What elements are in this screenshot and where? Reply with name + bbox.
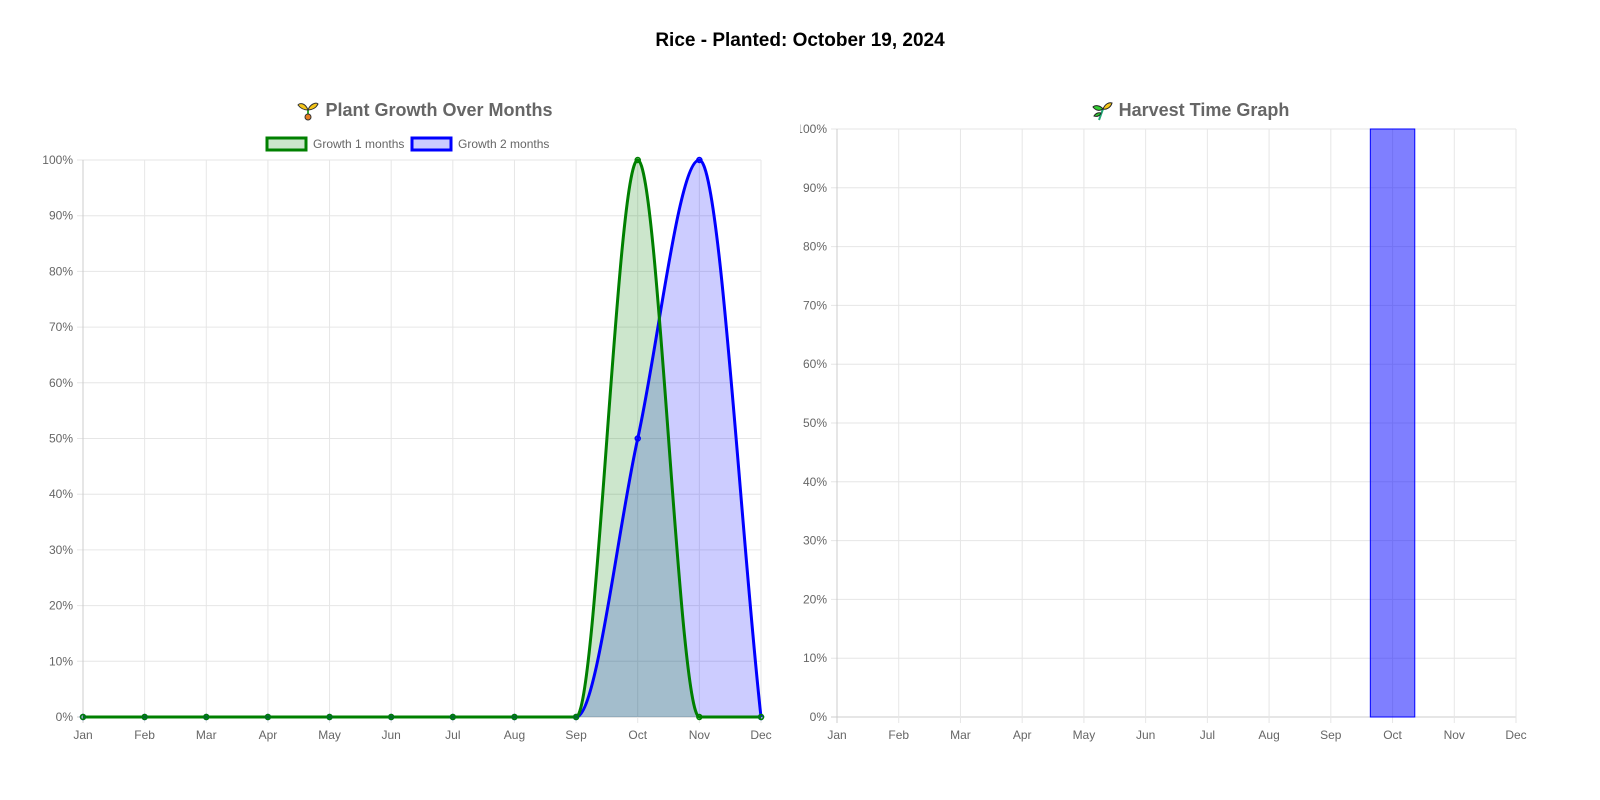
- x-tick-label: Dec: [750, 728, 771, 742]
- data-point-0: [79, 713, 87, 721]
- x-tick-label: Sep: [565, 728, 587, 742]
- y-tick-label: 70%: [49, 320, 73, 334]
- x-tick-label: Aug: [1258, 728, 1279, 742]
- x-tick-label: May: [318, 728, 341, 742]
- x-tick-label: Jan: [73, 728, 92, 742]
- y-tick-label: 40%: [49, 487, 73, 501]
- y-tick-label: 80%: [803, 240, 827, 254]
- y-tick-label: 100%: [42, 153, 73, 167]
- data-point-0: [449, 713, 457, 721]
- x-tick-label: Nov: [1444, 728, 1465, 742]
- legend-label-0: Growth 1 months: [313, 137, 404, 151]
- x-tick-label: Jun: [1136, 728, 1155, 742]
- x-tick-label: Feb: [888, 728, 909, 742]
- x-tick-label: Dec: [1505, 728, 1526, 742]
- x-tick-label: Apr: [259, 728, 278, 742]
- x-tick-label: Mar: [196, 728, 217, 742]
- x-tick-label: Feb: [134, 728, 155, 742]
- x-tick-label: Jul: [1200, 728, 1215, 742]
- y-tick-label: 50%: [803, 416, 827, 430]
- x-tick-label: Nov: [689, 728, 710, 742]
- y-tick-label: 20%: [803, 592, 827, 606]
- y-tick-label: 20%: [49, 599, 73, 613]
- series-area-1: [83, 160, 761, 717]
- x-tick-label: Oct: [628, 728, 647, 742]
- y-tick-label: 60%: [49, 376, 73, 390]
- growth-chart-title: Plant Growth Over Months: [40, 96, 810, 124]
- data-point-0: [634, 156, 641, 164]
- page-title: Rice - Planted: October 19, 2024: [655, 30, 945, 51]
- data-point-0: [757, 713, 765, 721]
- y-tick-label: 0%: [56, 710, 74, 724]
- grid: [77, 159, 762, 723]
- growth-chart-title-text: Plant Growth Over Months: [325, 99, 553, 120]
- harvest-chart-title-text: Harvest Time Graph: [1118, 99, 1290, 120]
- growth-chart: Growth 1 months Growth 2 months 0% 10% 20% 30…: [42, 136, 772, 742]
- x-tick-label: Aug: [504, 728, 525, 742]
- y-tick-label: 30%: [49, 543, 73, 557]
- harvest-chart: 0% 10% 20% 30% 40% 50% 60% 70% 80% 90% 100% Jan Feb M…: [800, 122, 1527, 742]
- sprout-icon: [297, 102, 320, 121]
- data-point-0: [387, 713, 395, 721]
- data-point-0: [511, 713, 518, 721]
- y-tick-label: 90%: [803, 181, 827, 195]
- y-tick-label: 0%: [810, 710, 828, 724]
- legend-swatch-1: [410, 136, 453, 152]
- data-point-0: [141, 713, 148, 721]
- legend-label-1: Growth 2 months: [458, 137, 549, 151]
- series-line-0: [83, 158, 761, 719]
- y-tick-label: 100%: [800, 122, 827, 136]
- y-tick-label: 10%: [49, 654, 73, 668]
- series-area-0: [83, 160, 761, 717]
- x-tick-label: May: [1073, 728, 1096, 742]
- y-tick-label: 80%: [49, 264, 73, 278]
- y-tick-label: 40%: [803, 475, 827, 489]
- y-tick-label: 30%: [803, 534, 827, 548]
- x-tick-label: Apr: [1013, 728, 1032, 742]
- data-point-1: [696, 156, 703, 164]
- data-point-0: [264, 713, 272, 721]
- x-tick-label: Jun: [382, 728, 401, 742]
- y-tick-label: 60%: [803, 357, 827, 371]
- data-point-1: [634, 435, 641, 442]
- legend: Growth 1 months Growth 2 months: [265, 136, 549, 152]
- harvest-bar-oct: [1369, 128, 1416, 718]
- data-point-0: [696, 713, 703, 721]
- data-point-0: [326, 713, 333, 721]
- y-tick-label: 50%: [49, 432, 73, 446]
- x-tick-label: Oct: [1383, 728, 1402, 742]
- x-tick-label: Jan: [827, 728, 846, 742]
- x-tick-label: Mar: [950, 728, 971, 742]
- y-tick-label: 10%: [803, 651, 827, 665]
- y-tick-label: 90%: [49, 209, 73, 223]
- data-point-0: [203, 713, 210, 721]
- y-tick-label: 70%: [803, 298, 827, 312]
- harvest-chart-title: Harvest Time Graph: [800, 96, 1580, 124]
- x-tick-label: Jul: [445, 728, 460, 742]
- legend-swatch-0: [265, 136, 308, 152]
- wheat-icon: [1091, 102, 1113, 121]
- data-point-0: [572, 713, 580, 721]
- x-tick-label: Sep: [1320, 728, 1342, 742]
